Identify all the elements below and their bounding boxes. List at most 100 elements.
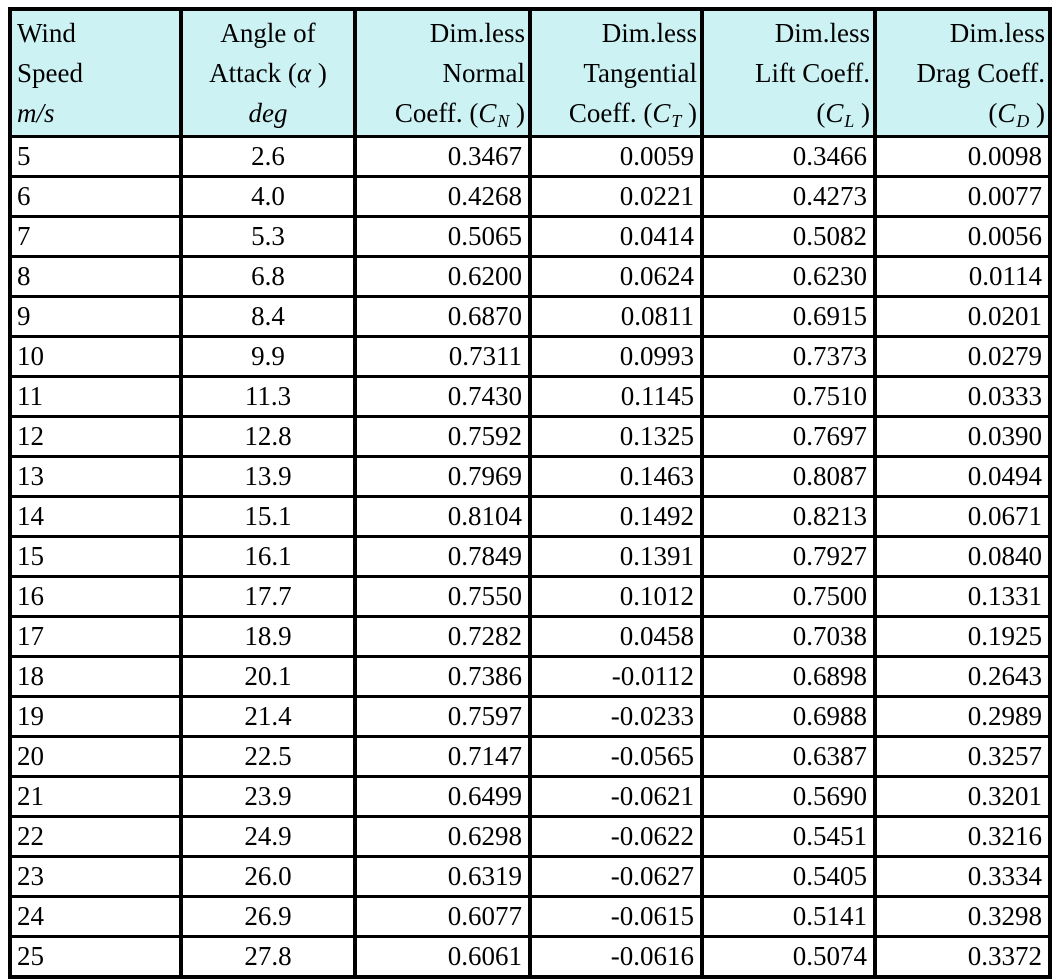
cell-wind-speed: 10 xyxy=(8,335,183,378)
table-row: 7 5.3 0.5065 0.0414 0.5082 0.0056 xyxy=(8,215,1052,258)
cell-wind-speed: 18 xyxy=(8,655,183,698)
cell-lift-coeff: 0.5405 xyxy=(700,855,877,898)
cell-tangential-coeff: -0.0616 xyxy=(528,935,704,979)
header-line: Wind xyxy=(17,18,76,48)
table-row: 10 9.9 0.7311 0.0993 0.7373 0.0279 xyxy=(8,335,1052,378)
table-row: 13 13.9 0.7969 0.1463 0.8087 0.0494 xyxy=(8,455,1052,498)
cell-lift-coeff: 0.4273 xyxy=(700,175,877,218)
cell-normal-coeff: 0.7592 xyxy=(353,415,532,458)
cell-drag-coeff: 0.0056 xyxy=(873,215,1052,258)
cell-lift-coeff: 0.5451 xyxy=(700,815,877,858)
header-line: Coeff. (CT ) xyxy=(534,93,697,133)
cell-angle-of-attack: 20.1 xyxy=(179,655,357,698)
cell-wind-speed: 25 xyxy=(8,935,183,979)
cell-angle-of-attack: 11.3 xyxy=(179,375,357,418)
header-line: Angle of xyxy=(220,18,316,48)
cell-lift-coeff: 0.5690 xyxy=(700,775,877,818)
cell-wind-speed: 15 xyxy=(8,535,183,578)
cell-angle-of-attack: 18.9 xyxy=(179,615,357,658)
cell-tangential-coeff: -0.0112 xyxy=(528,655,704,698)
coeff-subscript: D xyxy=(1016,111,1030,132)
header-unit: m/s xyxy=(17,98,55,128)
coeff-symbol: C xyxy=(997,98,1016,128)
alpha-symbol: α xyxy=(296,58,312,88)
cell-angle-of-attack: 24.9 xyxy=(179,815,357,858)
cell-wind-speed: 14 xyxy=(8,495,183,538)
cell-normal-coeff: 0.6319 xyxy=(353,855,532,898)
cell-tangential-coeff: 0.0811 xyxy=(528,295,704,338)
cell-normal-coeff: 0.6061 xyxy=(353,935,532,979)
cell-wind-speed: 5 xyxy=(8,135,183,178)
cell-lift-coeff: 0.6898 xyxy=(700,655,877,698)
cell-normal-coeff: 0.7849 xyxy=(353,535,532,578)
cell-angle-of-attack: 27.8 xyxy=(179,935,357,979)
cell-wind-speed: 23 xyxy=(8,855,183,898)
header-line: Drag Coeff. xyxy=(916,58,1045,88)
cell-angle-of-attack: 22.5 xyxy=(179,735,357,778)
cell-angle-of-attack: 13.9 xyxy=(179,455,357,498)
header-drag-coeff: Dim.less Drag Coeff. (CD ) xyxy=(873,7,1052,138)
cell-wind-speed: 19 xyxy=(8,695,183,738)
cell-normal-coeff: 0.7147 xyxy=(353,735,532,778)
table-row: 20 22.5 0.7147 -0.0565 0.6387 0.3257 xyxy=(8,735,1052,778)
cell-lift-coeff: 0.8213 xyxy=(700,495,877,538)
header-line: Normal xyxy=(442,58,525,88)
cell-lift-coeff: 0.6988 xyxy=(700,695,877,738)
cell-tangential-coeff: 0.0059 xyxy=(528,135,704,178)
cell-wind-speed: 7 xyxy=(8,215,183,258)
header-line: Speed xyxy=(17,58,83,88)
cell-drag-coeff: 0.3298 xyxy=(873,895,1052,938)
cell-tangential-coeff: 0.0221 xyxy=(528,175,704,218)
cell-normal-coeff: 0.3467 xyxy=(353,135,532,178)
header-normal-coeff: Dim.less Normal Coeff. (CN ) xyxy=(353,7,532,138)
cell-normal-coeff: 0.7386 xyxy=(353,655,532,698)
cell-drag-coeff: 0.3372 xyxy=(873,935,1052,979)
header-line: Dim.less xyxy=(774,18,870,48)
header-line: Tangential xyxy=(583,58,697,88)
cell-angle-of-attack: 17.7 xyxy=(179,575,357,618)
table-row: 9 8.4 0.6870 0.0811 0.6915 0.0201 xyxy=(8,295,1052,338)
cell-tangential-coeff: -0.0565 xyxy=(528,735,704,778)
cell-drag-coeff: 0.0098 xyxy=(873,135,1052,178)
cell-angle-of-attack: 8.4 xyxy=(179,295,357,338)
cell-normal-coeff: 0.6077 xyxy=(353,895,532,938)
cell-angle-of-attack: 15.1 xyxy=(179,495,357,538)
cell-drag-coeff: 0.3334 xyxy=(873,855,1052,898)
cell-angle-of-attack: 2.6 xyxy=(179,135,357,178)
cell-normal-coeff: 0.5065 xyxy=(353,215,532,258)
cell-lift-coeff: 0.6915 xyxy=(700,295,877,338)
table-row: 6 4.0 0.4268 0.0221 0.4273 0.0077 xyxy=(8,175,1052,218)
table-row: 5 2.6 0.3467 0.0059 0.3466 0.0098 xyxy=(8,135,1052,178)
cell-drag-coeff: 0.0671 xyxy=(873,495,1052,538)
header-angle-of-attack: Angle of Attack (α ) deg xyxy=(179,7,357,138)
cell-tangential-coeff: -0.0621 xyxy=(528,775,704,818)
cell-lift-coeff: 0.7510 xyxy=(700,375,877,418)
header-text: Coeff. ( xyxy=(568,98,653,128)
cell-lift-coeff: 0.5082 xyxy=(700,215,877,258)
cell-wind-speed: 16 xyxy=(8,575,183,618)
cell-tangential-coeff: 0.1463 xyxy=(528,455,704,498)
cell-wind-speed: 22 xyxy=(8,815,183,858)
header-line: Coeff. (CN ) xyxy=(359,93,525,133)
cell-wind-speed: 8 xyxy=(8,255,183,298)
cell-tangential-coeff: -0.0627 xyxy=(528,855,704,898)
cell-normal-coeff: 0.7550 xyxy=(353,575,532,618)
cell-wind-speed: 13 xyxy=(8,455,183,498)
cell-normal-coeff: 0.7969 xyxy=(353,455,532,498)
coeff-subscript: L xyxy=(844,111,855,132)
cell-drag-coeff: 0.0279 xyxy=(873,335,1052,378)
cell-tangential-coeff: -0.0615 xyxy=(528,895,704,938)
header-text: ) xyxy=(311,58,327,88)
cell-angle-of-attack: 21.4 xyxy=(179,695,357,738)
table-row: 16 17.7 0.7550 0.1012 0.7500 0.1331 xyxy=(8,575,1052,618)
table-row: 19 21.4 0.7597 -0.0233 0.6988 0.2989 xyxy=(8,695,1052,738)
cell-drag-coeff: 0.1331 xyxy=(873,575,1052,618)
cell-drag-coeff: 0.3201 xyxy=(873,775,1052,818)
cell-angle-of-attack: 6.8 xyxy=(179,255,357,298)
cell-drag-coeff: 0.0333 xyxy=(873,375,1052,418)
cell-wind-speed: 21 xyxy=(8,775,183,818)
header-text: ) xyxy=(1029,98,1045,128)
cell-wind-speed: 11 xyxy=(8,375,183,418)
table-row: 23 26.0 0.6319 -0.0627 0.5405 0.3334 xyxy=(8,855,1052,898)
